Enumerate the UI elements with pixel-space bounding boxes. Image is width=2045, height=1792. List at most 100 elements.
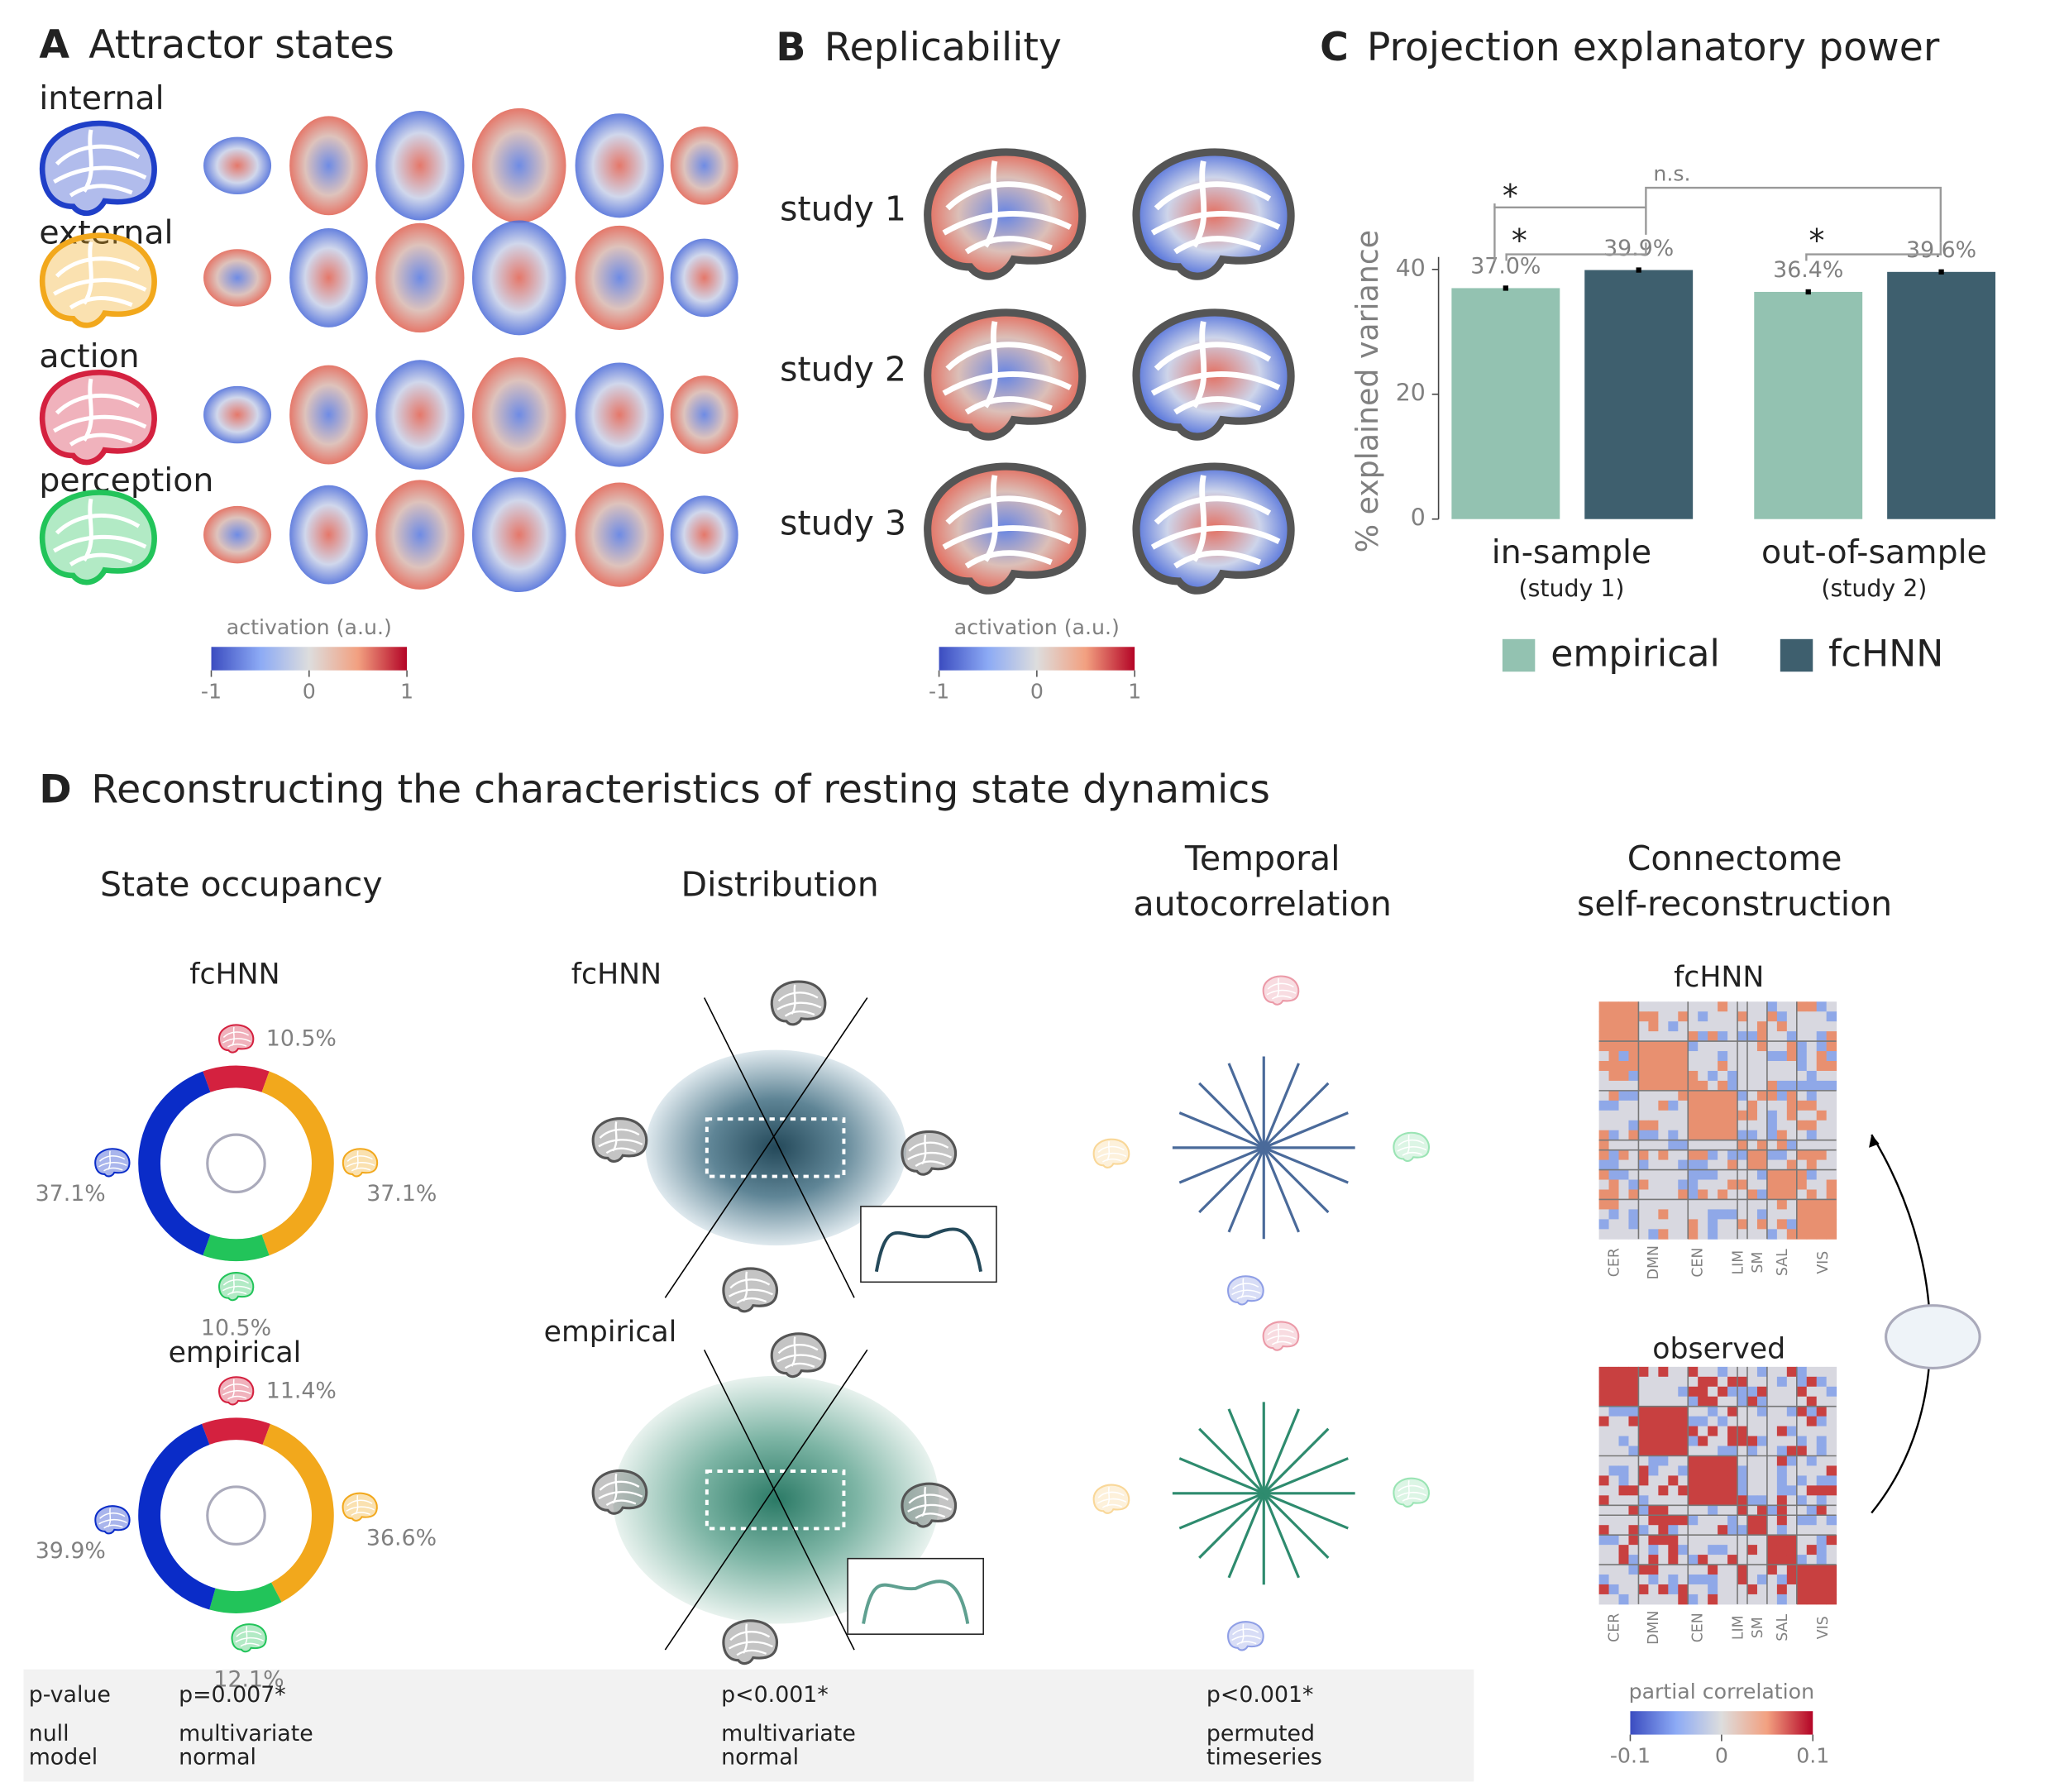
matrix-cell — [1638, 1485, 1649, 1496]
matrix-cell — [1638, 1120, 1649, 1131]
matrix-cell — [1776, 1051, 1788, 1062]
matrix-cell — [1718, 1169, 1728, 1181]
matrix-cell — [1826, 1475, 1837, 1486]
matrix-cell — [1708, 1455, 1718, 1466]
table-row-label: p-value — [29, 1682, 111, 1708]
matrix-cell — [1826, 1465, 1837, 1476]
brain-sulcus — [1173, 236, 1262, 255]
arrowhead — [1869, 1135, 1880, 1148]
matrix-cell — [1638, 1416, 1649, 1427]
matrix-cell — [1628, 1416, 1639, 1427]
matrix-cell — [1628, 1446, 1639, 1456]
matrix-cell — [1756, 1219, 1768, 1230]
matrix-cell — [1678, 1140, 1689, 1151]
matrix-cell — [1727, 1455, 1738, 1466]
brain-sulcus — [964, 236, 1053, 255]
matrix-cell — [1718, 1179, 1728, 1190]
matrix-cell — [1698, 1179, 1708, 1190]
matrix-cell — [1746, 1031, 1758, 1042]
matrix-cell — [1816, 1575, 1828, 1585]
matrix-cell — [1796, 1219, 1808, 1230]
matrix-cell — [1816, 1199, 1828, 1210]
matrix-cell — [1638, 1555, 1649, 1565]
brain-sulcus — [55, 256, 141, 278]
panel-title: Projection explanatory power — [1367, 25, 1940, 70]
matrix-cell — [1816, 1535, 1828, 1546]
matrix-cell — [1698, 1406, 1708, 1417]
matrix-cell — [1816, 1455, 1828, 1466]
matrix-cell — [1806, 1416, 1818, 1427]
matrix-cell — [1806, 1436, 1818, 1447]
brain-sulcus — [784, 1010, 815, 1017]
matrix-cell — [1718, 1545, 1728, 1555]
matrix-cell — [1737, 1021, 1748, 1032]
matrix-cell — [1756, 1080, 1768, 1092]
matrix-cell — [1766, 1455, 1778, 1466]
column-title: Distribution — [681, 864, 879, 904]
colorbar-tick-label: -1 — [929, 679, 949, 703]
matrix-cell — [1756, 1041, 1768, 1052]
matrix-cell — [1648, 1011, 1659, 1022]
matrix-cell — [1688, 1159, 1699, 1171]
matrix-cell — [1727, 1436, 1738, 1447]
matrix-cell — [1668, 1219, 1679, 1230]
matrix-cell — [1727, 1120, 1738, 1131]
matrix-cell — [1648, 1555, 1659, 1565]
matrix-cell — [1648, 1051, 1659, 1062]
brain-sulcus — [1191, 475, 1207, 562]
matrix-cell — [1668, 1495, 1679, 1506]
brain-icon — [1262, 975, 1300, 1006]
brain-sulcus — [1097, 1491, 1125, 1498]
matrix-cell — [1816, 1396, 1828, 1407]
brain-sulcus — [964, 396, 1053, 415]
matrix-cell — [1708, 1130, 1718, 1141]
matrix-cell — [1648, 1565, 1659, 1575]
brain-sulcus — [236, 1631, 262, 1637]
matrix-cell — [1756, 1406, 1768, 1417]
matrix-cell — [1816, 1209, 1828, 1220]
matrix-cell — [1727, 1140, 1738, 1151]
matrix-cell — [1688, 1416, 1699, 1427]
matrix-cell — [1698, 1575, 1708, 1585]
matrix-cell — [1766, 1189, 1778, 1200]
matrix-cell — [1688, 1485, 1699, 1496]
matrix-cell — [1668, 1455, 1679, 1466]
matrix-cell — [1718, 1594, 1728, 1605]
brain-sulcus — [1398, 1484, 1425, 1492]
matrix-cell — [1648, 1366, 1659, 1378]
matrix-cell — [1796, 1406, 1808, 1417]
matrix-cell — [1776, 1565, 1788, 1575]
matrix-cell — [1658, 1505, 1669, 1516]
matrix-cell — [1698, 1446, 1708, 1456]
matrix-cell — [1648, 1080, 1659, 1092]
matrix-cell — [1737, 1031, 1748, 1042]
matrix-cell — [1776, 1525, 1788, 1536]
matrix-cell — [1766, 1120, 1778, 1131]
matrix-cell — [1708, 1366, 1718, 1378]
matrix-cell — [1628, 1179, 1639, 1190]
matrix-cell — [1698, 1416, 1708, 1427]
matrix-cell — [1718, 1465, 1728, 1476]
matrix-cell — [1776, 1485, 1788, 1496]
matrix-cell — [1628, 1051, 1639, 1062]
matrix-cell — [1756, 1090, 1768, 1101]
matrix-cell — [1796, 1575, 1808, 1585]
matrix-cell — [1806, 1140, 1818, 1151]
matrix-cell — [1598, 1051, 1610, 1062]
matrix-cell — [1638, 1436, 1649, 1447]
matrix-cell — [1648, 1584, 1659, 1595]
matrix-cell — [1678, 1149, 1689, 1161]
matrix-cell — [1826, 1366, 1837, 1378]
matrix-cell — [1678, 1455, 1689, 1466]
matrix-cell — [1826, 1525, 1837, 1536]
matrix-cell — [1766, 1229, 1778, 1240]
brain-icon — [1092, 1138, 1130, 1168]
matrix-cell — [1737, 1515, 1748, 1526]
matrix-cell — [1708, 1485, 1718, 1496]
matrix-cell — [1628, 1594, 1639, 1605]
matrix-cell — [1806, 1366, 1818, 1378]
matrix-cell — [1608, 1535, 1619, 1546]
matrix-cell — [1737, 1090, 1748, 1101]
matrix-cell — [1746, 1159, 1758, 1171]
matrix-cell — [1826, 1011, 1837, 1022]
